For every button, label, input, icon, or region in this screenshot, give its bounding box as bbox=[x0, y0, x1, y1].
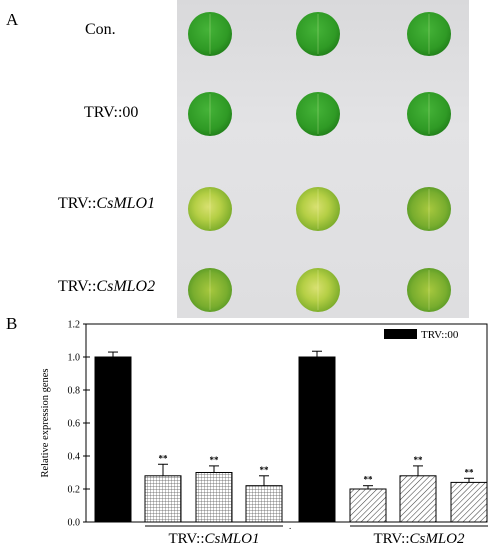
panel-a-label: A bbox=[6, 10, 19, 29]
bar-csmlo2-4 bbox=[450, 481, 488, 523]
leaf-disc bbox=[296, 92, 340, 136]
significance-label: ** bbox=[210, 455, 220, 465]
group-label-prefix: TRV:: bbox=[168, 531, 204, 547]
leaf-disc bbox=[188, 92, 232, 136]
leaf-disc bbox=[296, 268, 340, 312]
leaf-disc bbox=[407, 12, 451, 56]
significance-label: ** bbox=[465, 467, 475, 477]
row-label-con: Con. bbox=[85, 21, 116, 39]
panel-b-label: B bbox=[6, 314, 18, 333]
row-label-trv00: TRV::00 bbox=[84, 104, 138, 122]
bar-csmlo2-2 bbox=[349, 488, 387, 523]
significance-label: ** bbox=[364, 475, 374, 485]
leaf-disc-grid bbox=[188, 12, 451, 312]
leaf-disc bbox=[188, 12, 232, 56]
significance-label: ** bbox=[414, 455, 424, 465]
y-axis-label: Relative expression genes bbox=[40, 368, 51, 477]
significance-label: ** bbox=[260, 465, 270, 475]
row-label-prefix: Con. bbox=[85, 21, 116, 38]
leaf-disc bbox=[296, 187, 340, 231]
y-tick-label: 0.4 bbox=[68, 452, 81, 463]
row-label-csmlo1: TRV::CsMLO1 bbox=[58, 195, 155, 213]
row-label-csmlo2: TRV::CsMLO2 bbox=[58, 278, 155, 296]
y-tick-label: 1.0 bbox=[68, 353, 81, 364]
bar-csmlo2-1 bbox=[298, 356, 336, 523]
y-tick-label: 0.8 bbox=[68, 386, 81, 397]
y-tick-label: 1.2 bbox=[68, 320, 81, 331]
y-tick-label: 0.2 bbox=[68, 485, 81, 496]
separator-dot: . bbox=[289, 521, 291, 531]
y-tick-label: 0.0 bbox=[68, 518, 81, 529]
bar-csmlo2-3 bbox=[399, 475, 437, 523]
group-label: TRV::CsMLO2 bbox=[373, 531, 465, 547]
legend-swatch bbox=[384, 329, 417, 339]
leaf-disc bbox=[296, 12, 340, 56]
group-label-gene: CsMLO2 bbox=[410, 531, 466, 547]
group-label-gene: CsMLO1 bbox=[205, 531, 260, 547]
bar-csmlo1-4 bbox=[245, 485, 283, 523]
row-label-prefix: TRV:: bbox=[58, 278, 97, 295]
bar-csmlo1-1 bbox=[94, 356, 132, 523]
bar-csmlo1-2 bbox=[144, 475, 182, 523]
expression-bar-chart: 0.0 0.2 0.4 0.6 0.8 1.0 1.2 Relative expression… bbox=[40, 320, 488, 547]
leaf-disc bbox=[188, 187, 232, 231]
row-label-gene: CsMLO2 bbox=[96, 278, 156, 295]
row-label-gene: CsMLO1 bbox=[96, 195, 156, 212]
group-label-prefix: TRV:: bbox=[373, 531, 409, 547]
leaf-disc bbox=[407, 268, 451, 312]
leaf-disc bbox=[407, 92, 451, 136]
legend-label: TRV::00 bbox=[421, 329, 459, 341]
significance-label: ** bbox=[159, 453, 169, 463]
leaf-disc bbox=[407, 187, 451, 231]
leaf-disc bbox=[188, 268, 232, 312]
row-label-prefix: TRV::00 bbox=[84, 104, 139, 121]
bar-csmlo1-3 bbox=[195, 472, 233, 523]
y-tick-label: 0.6 bbox=[68, 419, 81, 430]
leaf-disc-photo bbox=[177, 0, 469, 318]
row-label-prefix: TRV:: bbox=[58, 195, 97, 212]
group-label: TRV::CsMLO1 bbox=[168, 531, 259, 547]
